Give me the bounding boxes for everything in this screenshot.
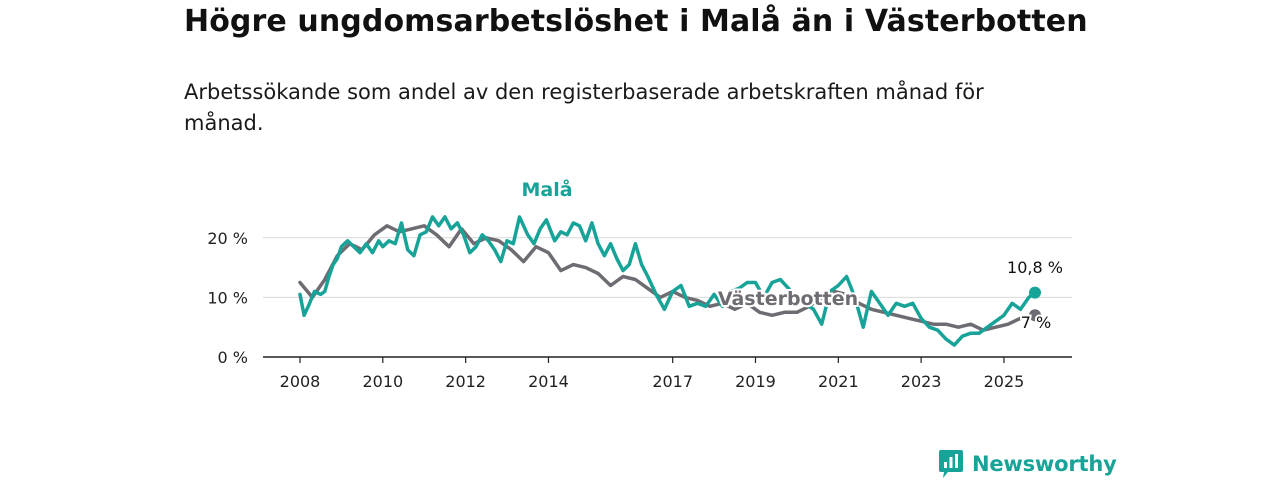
series-end-point — [1029, 286, 1041, 299]
x-tick-label: 2008 — [280, 372, 321, 391]
series-label-mala: Malå — [521, 177, 572, 201]
y-tick-label: 10 % — [207, 288, 248, 307]
x-tick-label: 2021 — [818, 372, 859, 391]
y-tick-label: 20 % — [207, 229, 248, 248]
series-end-point — [1029, 309, 1041, 322]
brand-name: Newsworthy — [972, 452, 1117, 476]
y-tick-label: 0 % — [218, 348, 248, 367]
axes: 0 % 10 % 20 % 2008 2010 2012 2014 2017 2019 2021 2… — [207, 229, 1072, 391]
series-labels: Malå Västerbotten 10,8 % 7 % — [519, 175, 1064, 334]
end-value-label-mala: 10,8 % — [1007, 258, 1063, 277]
chart-subtitle: Arbetssökande som andel av den registerb… — [184, 80, 984, 135]
newsworthy-brand: Newsworthy — [938, 448, 1117, 480]
x-tick-label: 2010 — [362, 372, 403, 391]
x-tick-label: 2019 — [735, 372, 776, 391]
series-lines — [298, 215, 1041, 347]
series-line-mala — [298, 215, 1037, 347]
bar-chart-logo-icon — [939, 450, 963, 478]
end-value-label-vasterbotten: 7 % — [1021, 313, 1051, 332]
x-tick-label: 2023 — [901, 372, 942, 391]
x-tick-label: 2014 — [528, 372, 569, 391]
series-line-vasterbotten — [298, 224, 1037, 332]
x-tick-label: 2012 — [445, 372, 486, 391]
series-label-vasterbotten: Västerbotten — [718, 288, 858, 310]
chart-title: Högre ungdomsarbetslöshet i Malå än i Vä… — [184, 4, 1088, 39]
x-tick-label: 2025 — [984, 372, 1025, 391]
x-tick-label: 2017 — [652, 372, 693, 391]
